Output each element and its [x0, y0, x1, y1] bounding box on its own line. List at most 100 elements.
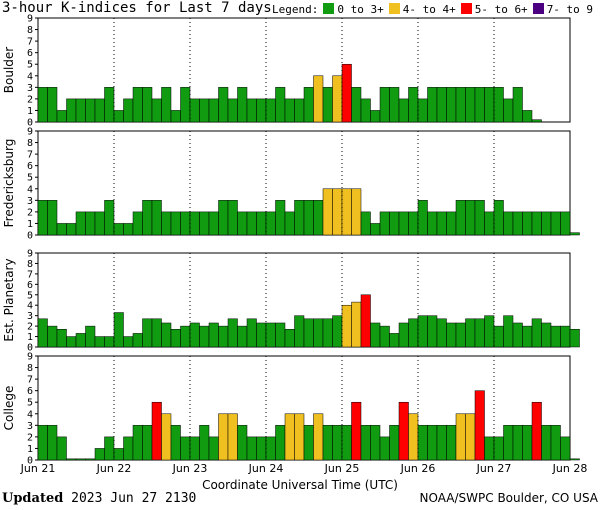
k-index-bar — [427, 211, 438, 236]
k-index-bar — [398, 98, 409, 123]
k-index-bar — [436, 318, 447, 348]
y-tick-label: 7 — [27, 375, 33, 386]
k-index-bar — [446, 425, 457, 461]
y-tick-label: 3 — [27, 311, 33, 322]
x-tick-label: Jun 21 — [20, 462, 56, 475]
k-index-bar — [522, 425, 533, 461]
k-index-bar — [541, 425, 552, 461]
k-index-bar — [313, 200, 324, 236]
k-index-bar — [47, 200, 58, 236]
panel-label: Est. Planetary — [2, 258, 16, 341]
y-tick-label: 5 — [27, 60, 33, 71]
k-index-bar — [180, 87, 191, 123]
y-tick-label: 4 — [27, 301, 33, 312]
k-index-bar — [284, 328, 295, 348]
k-index-bar — [569, 328, 580, 348]
k-index-bar — [351, 188, 362, 236]
k-index-bar — [75, 333, 86, 348]
k-index-bar — [503, 425, 514, 461]
k-index-bar — [104, 336, 115, 348]
legend-swatch-purple — [532, 3, 544, 14]
k-index-bar — [522, 110, 533, 123]
k-index-bar — [541, 322, 552, 348]
k-index-bar — [351, 87, 362, 123]
k-index-bar — [503, 315, 514, 348]
k-index-bar — [465, 87, 476, 123]
y-tick-label: 2 — [27, 432, 33, 443]
k-index-bar — [408, 413, 419, 461]
k-index-bar — [550, 211, 561, 236]
k-index-bar — [446, 87, 457, 123]
y-tick-label: 5 — [27, 290, 33, 301]
k-index-bar — [417, 200, 428, 236]
panel-label: Boulder — [2, 47, 16, 94]
k-index-bar — [218, 413, 229, 461]
k-index-bar — [113, 110, 124, 123]
k-index-bar — [275, 425, 286, 461]
x-tick-label: Jun 27 — [476, 462, 512, 475]
y-tick-label: 8 — [27, 25, 33, 36]
legend-item-2-label: 5- to 6+ — [474, 3, 528, 16]
k-index-bar — [550, 425, 561, 461]
k-index-bar — [265, 98, 276, 123]
k-index-bar — [246, 436, 257, 461]
k-index-bar — [37, 318, 48, 348]
legend: Legend: 0 to 3+ 4- to 4+ 5- to 6+ 7- to 9 — [272, 3, 593, 16]
y-tick-label: 2 — [27, 322, 33, 333]
k-index-bar — [503, 211, 514, 236]
k-index-bar — [265, 436, 276, 461]
k-index-bar — [379, 87, 390, 123]
k-index-bar — [142, 200, 153, 236]
k-index-bar — [398, 211, 409, 236]
k-index-bar — [85, 458, 96, 461]
k-index-bar — [246, 98, 257, 123]
y-tick-label: 1 — [27, 219, 33, 230]
k-index-bar — [208, 436, 219, 461]
y-tick-label: 1 — [27, 332, 33, 343]
k-index-bar — [275, 87, 286, 123]
legend-swatch-red — [460, 3, 472, 14]
k-index-bar — [332, 425, 343, 461]
k-index-bar — [303, 318, 314, 348]
k-index-bar — [199, 325, 210, 348]
k-index-bar — [398, 322, 409, 348]
k-index-bar — [170, 425, 181, 461]
k-index-bar — [256, 436, 267, 461]
k-index-bar — [199, 211, 210, 236]
k-index-bar — [474, 390, 485, 461]
x-tick-label: Jun 26 — [400, 462, 436, 475]
updated-label: Updated — [2, 491, 64, 506]
updated-timestamp: Updated 2023 Jun 27 2130 — [2, 491, 196, 506]
y-tick-label: 5 — [27, 173, 33, 184]
k-index-bar — [180, 325, 191, 348]
k-index-bar — [322, 425, 333, 461]
y-tick-label: 9 — [27, 249, 33, 260]
k-index-bar — [512, 322, 523, 348]
k-index-bar — [132, 211, 143, 236]
k-index-bar — [132, 425, 143, 461]
k-index-bar — [351, 301, 362, 348]
k-index-bar — [370, 110, 381, 123]
k-index-bar — [75, 458, 86, 461]
k-index-bar — [66, 458, 77, 461]
x-tick-label: Jun 28 — [552, 462, 588, 475]
k-index-bar — [294, 98, 305, 123]
k-index-bar — [189, 436, 200, 461]
y-tick-label: 8 — [27, 259, 33, 270]
k-index-bar — [360, 425, 371, 461]
k-index-bar — [370, 223, 381, 236]
k-index-bar — [303, 87, 314, 123]
y-tick-label: 8 — [27, 363, 33, 374]
legend-swatch-green — [323, 3, 335, 14]
k-index-bar — [550, 325, 561, 348]
k-index-bar — [370, 425, 381, 461]
k-index-bar — [218, 325, 229, 348]
k-index-bar — [332, 75, 343, 123]
k-index-bar — [170, 110, 181, 123]
k-index-bar — [189, 322, 200, 348]
k-index-bar — [161, 413, 172, 461]
k-index-bar — [569, 458, 580, 461]
k-index-bar — [512, 211, 523, 236]
k-index-bar — [436, 211, 447, 236]
